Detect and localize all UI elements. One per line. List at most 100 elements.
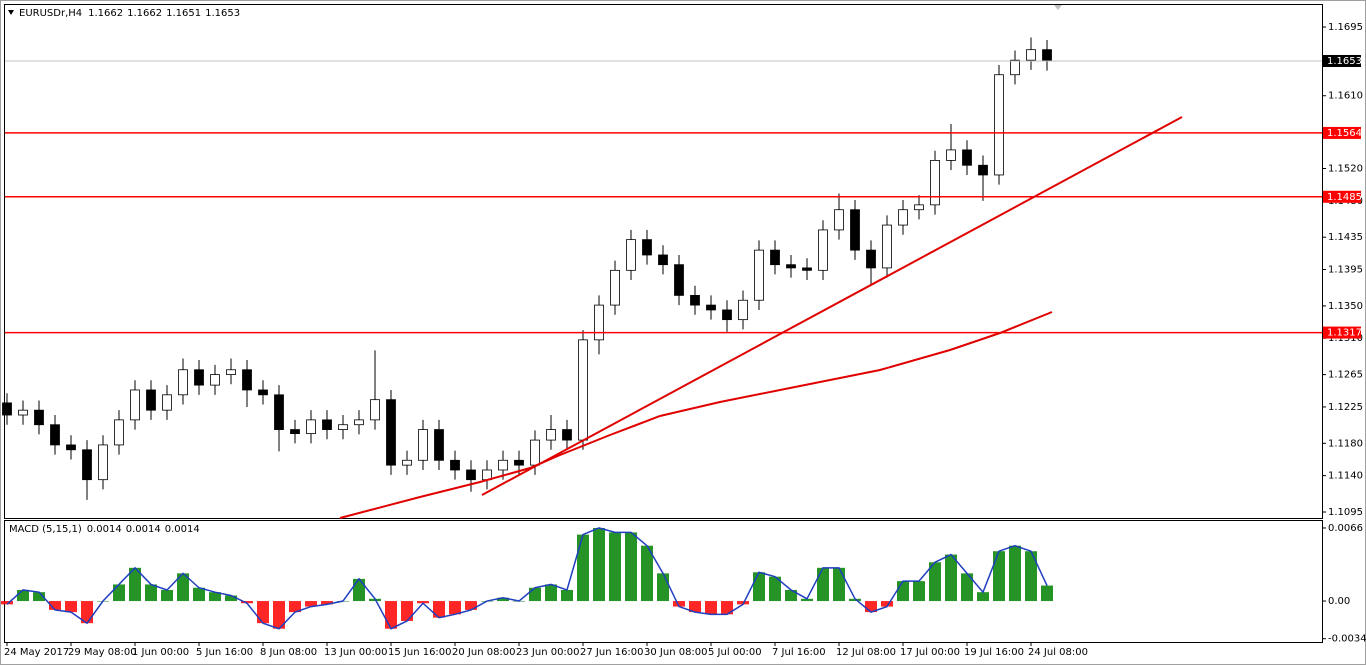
macd-bar bbox=[1025, 551, 1037, 602]
macd-bar bbox=[1009, 545, 1021, 602]
candle-body bbox=[66, 444, 76, 451]
candle-body bbox=[402, 459, 412, 466]
macd-bar bbox=[449, 601, 461, 615]
macd-bar bbox=[289, 601, 301, 613]
macd-bar bbox=[257, 601, 269, 624]
candle-body bbox=[98, 444, 108, 481]
candle-body bbox=[578, 339, 588, 441]
candle-body bbox=[434, 429, 444, 461]
candle-body bbox=[914, 204, 924, 211]
x-tick-label: 1 Jun 00:00 bbox=[132, 647, 189, 658]
header-value: 0.0014 bbox=[165, 524, 200, 535]
candle-body bbox=[754, 249, 764, 301]
trendline bbox=[339, 311, 1053, 519]
macd-bar bbox=[993, 551, 1005, 602]
macd-bar bbox=[225, 595, 237, 602]
macd-bar bbox=[929, 562, 941, 602]
macd-bar bbox=[801, 598, 813, 602]
candle-body bbox=[866, 249, 876, 269]
candle-body bbox=[674, 264, 684, 296]
macd-bar bbox=[273, 601, 285, 629]
candle-body bbox=[290, 429, 300, 435]
candle-body bbox=[450, 459, 460, 471]
y-tick-label: 1.1395 bbox=[1328, 265, 1363, 276]
macd-bar bbox=[561, 589, 573, 602]
candle-body bbox=[1010, 59, 1020, 76]
macd-bar bbox=[865, 601, 877, 613]
y-tick-label: 1.1265 bbox=[1328, 370, 1363, 381]
macd-bar bbox=[641, 545, 653, 602]
candle-body bbox=[882, 224, 892, 269]
macd-bar bbox=[33, 592, 45, 602]
candle-body bbox=[370, 399, 380, 421]
macd-bar bbox=[817, 567, 829, 602]
x-tick-label: 5 Jun 16:00 bbox=[196, 647, 253, 658]
candle-body bbox=[242, 369, 252, 391]
candle-body bbox=[114, 419, 124, 446]
macd-bar bbox=[913, 581, 925, 602]
candle-body bbox=[978, 164, 988, 176]
indicator-name: MACD (5,15,1) bbox=[9, 524, 82, 535]
macd-bar bbox=[129, 567, 141, 602]
x-tick-label: 20 Jun 08:00 bbox=[452, 647, 516, 658]
y-tick-label: 1.1695 bbox=[1328, 22, 1363, 33]
header-value: 1.1662 bbox=[88, 8, 123, 19]
candle-body bbox=[226, 369, 236, 376]
macd-bar bbox=[177, 573, 189, 602]
macd-bar bbox=[385, 601, 397, 629]
signal-line bbox=[6, 527, 1048, 630]
y-tick-label: 1.1225 bbox=[1328, 402, 1363, 413]
candle-body bbox=[546, 429, 556, 441]
macd-bar bbox=[577, 534, 589, 602]
x-tick-label: 17 Jul 00:00 bbox=[900, 647, 960, 658]
macd-bar bbox=[113, 584, 125, 602]
candle-body bbox=[946, 149, 956, 161]
x-tick-label: 5 Jul 00:00 bbox=[708, 647, 762, 658]
candle-body bbox=[258, 389, 268, 396]
macd-bar bbox=[17, 589, 29, 602]
macd-bar bbox=[417, 601, 429, 604]
macd-bar bbox=[961, 573, 973, 602]
x-tick-label: 24 Jul 08:00 bbox=[1028, 647, 1088, 658]
macd-bar bbox=[81, 601, 93, 624]
x-tick-label: 7 Jul 16:00 bbox=[772, 647, 826, 658]
candle-body bbox=[562, 429, 572, 441]
macd-bar bbox=[193, 587, 205, 602]
macd-bar bbox=[769, 576, 781, 602]
x-tick-label: 13 Jun 00:00 bbox=[324, 647, 388, 658]
level-tag bbox=[1323, 190, 1361, 203]
y-tick-label: 1.1095 bbox=[1328, 507, 1363, 518]
macd-bar bbox=[881, 601, 893, 607]
candle-body bbox=[210, 374, 220, 386]
macd-bar bbox=[65, 601, 77, 613]
candle-body bbox=[530, 439, 540, 466]
candle-body bbox=[322, 419, 332, 430]
macd-bar bbox=[689, 601, 701, 613]
candle-body bbox=[34, 409, 44, 426]
y-tick-label: 1.1610 bbox=[1328, 91, 1363, 102]
candle-body bbox=[146, 389, 156, 411]
menu-arrow bbox=[8, 10, 14, 15]
candle-body bbox=[962, 149, 972, 166]
candle-body bbox=[722, 309, 732, 321]
trendline bbox=[481, 116, 1183, 496]
macd-bar bbox=[145, 584, 157, 602]
candle-body bbox=[706, 304, 716, 311]
candle-body bbox=[178, 369, 188, 396]
macd-bar bbox=[785, 589, 797, 602]
macd-header: MACD (5,15,1) 0.0014 0.0014 0.0014 bbox=[9, 524, 200, 535]
candle-body bbox=[386, 399, 396, 466]
macd-panel bbox=[4, 520, 1323, 643]
y-tick-label: 0.00 bbox=[1328, 596, 1350, 607]
candle-body bbox=[1026, 49, 1036, 61]
candle-body bbox=[194, 369, 204, 386]
y-tick-label: 1.1180 bbox=[1328, 438, 1363, 449]
x-tick-label: 30 Jun 08:00 bbox=[644, 647, 708, 658]
x-tick-label: 27 Jun 16:00 bbox=[580, 647, 644, 658]
macd-bar bbox=[49, 601, 61, 610]
chart-header: EURUSDr,H4 1.1662 1.1662 1.1651 1.1653 bbox=[19, 8, 240, 19]
x-tick-label: 8 Jun 08:00 bbox=[260, 647, 317, 658]
macd-bar bbox=[1, 601, 13, 605]
candle-body bbox=[162, 394, 172, 411]
